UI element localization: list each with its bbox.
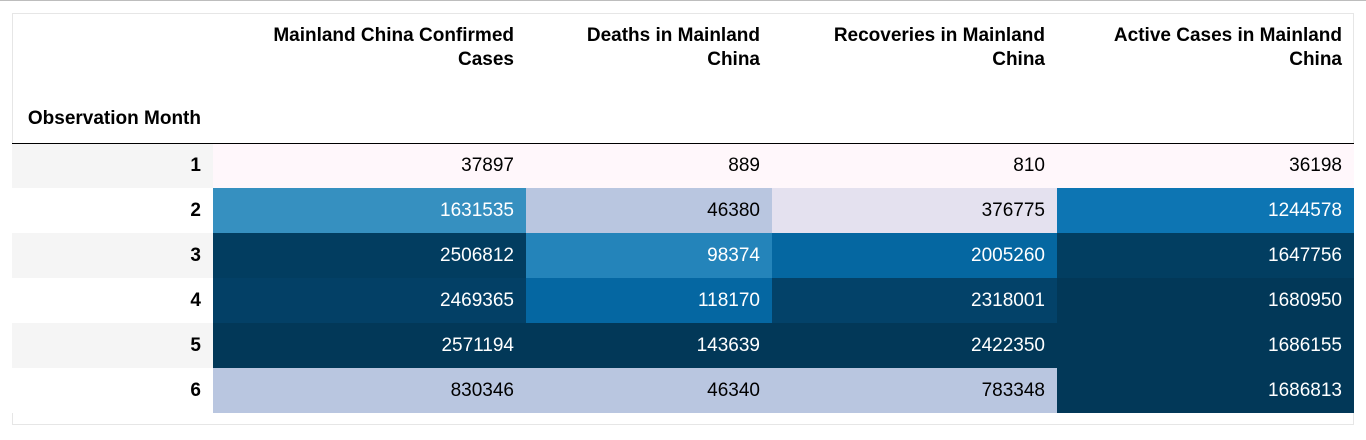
table-row: 1 37897 889 810 36198 — [12, 143, 1354, 188]
row-index-cell: 4 — [12, 278, 213, 323]
recoveries-cell: 2318001 — [772, 278, 1057, 323]
column-header-recoveries: Recoveries in Mainland China — [772, 14, 1057, 144]
recoveries-cell: 810 — [772, 143, 1057, 188]
deaths-cell: 889 — [526, 143, 772, 188]
column-header-deaths: Deaths in Mainland China — [526, 14, 772, 144]
row-index-cell: 1 — [12, 143, 213, 188]
recoveries-cell: 783348 — [772, 368, 1057, 413]
index-header-observation-month: Observation Month — [12, 14, 213, 144]
active-cell: 1647756 — [1057, 233, 1354, 278]
confirmed-cell: 2506812 — [213, 233, 526, 278]
row-index-cell: 5 — [12, 323, 213, 368]
deaths-cell: 118170 — [526, 278, 772, 323]
recoveries-cell: 376775 — [772, 188, 1057, 233]
table-row: 4 2469365 118170 2318001 1680950 — [12, 278, 1354, 323]
table-row: 5 2571194 143639 2422350 1686155 — [12, 323, 1354, 368]
active-cell: 1686813 — [1057, 368, 1354, 413]
active-cell: 1244578 — [1057, 188, 1354, 233]
recoveries-cell: 2005260 — [772, 233, 1057, 278]
window-top-border — [0, 0, 1366, 1]
deaths-cell: 143639 — [526, 323, 772, 368]
table-body: 1 37897 889 810 36198 2 1631535 46380 37… — [12, 143, 1354, 413]
table-row: 2 1631535 46380 376775 1244578 — [12, 188, 1354, 233]
confirmed-cell: 2469365 — [213, 278, 526, 323]
row-index-cell: 6 — [12, 368, 213, 413]
row-index-cell: 3 — [12, 233, 213, 278]
recoveries-cell: 2422350 — [772, 323, 1057, 368]
confirmed-cell: 1631535 — [213, 188, 526, 233]
table-header: Observation Month Mainland China Confirm… — [12, 14, 1354, 144]
column-header-confirmed-cases: Mainland China Confirmed Cases — [213, 14, 526, 144]
confirmed-cell: 2571194 — [213, 323, 526, 368]
row-index-cell: 2 — [12, 188, 213, 233]
column-header-active-cases: Active Cases in Mainland China — [1057, 14, 1354, 144]
deaths-cell: 98374 — [526, 233, 772, 278]
deaths-cell: 46380 — [526, 188, 772, 233]
deaths-cell: 46340 — [526, 368, 772, 413]
confirmed-cell: 37897 — [213, 143, 526, 188]
header-row: Observation Month Mainland China Confirm… — [12, 14, 1354, 144]
covid-mainland-china-table: Observation Month Mainland China Confirm… — [12, 14, 1354, 413]
table-row: 3 2506812 98374 2005260 1647756 — [12, 233, 1354, 278]
active-cell: 36198 — [1057, 143, 1354, 188]
table-row: 6 830346 46340 783348 1686813 — [12, 368, 1354, 413]
active-cell: 1686155 — [1057, 323, 1354, 368]
confirmed-cell: 830346 — [213, 368, 526, 413]
active-cell: 1680950 — [1057, 278, 1354, 323]
